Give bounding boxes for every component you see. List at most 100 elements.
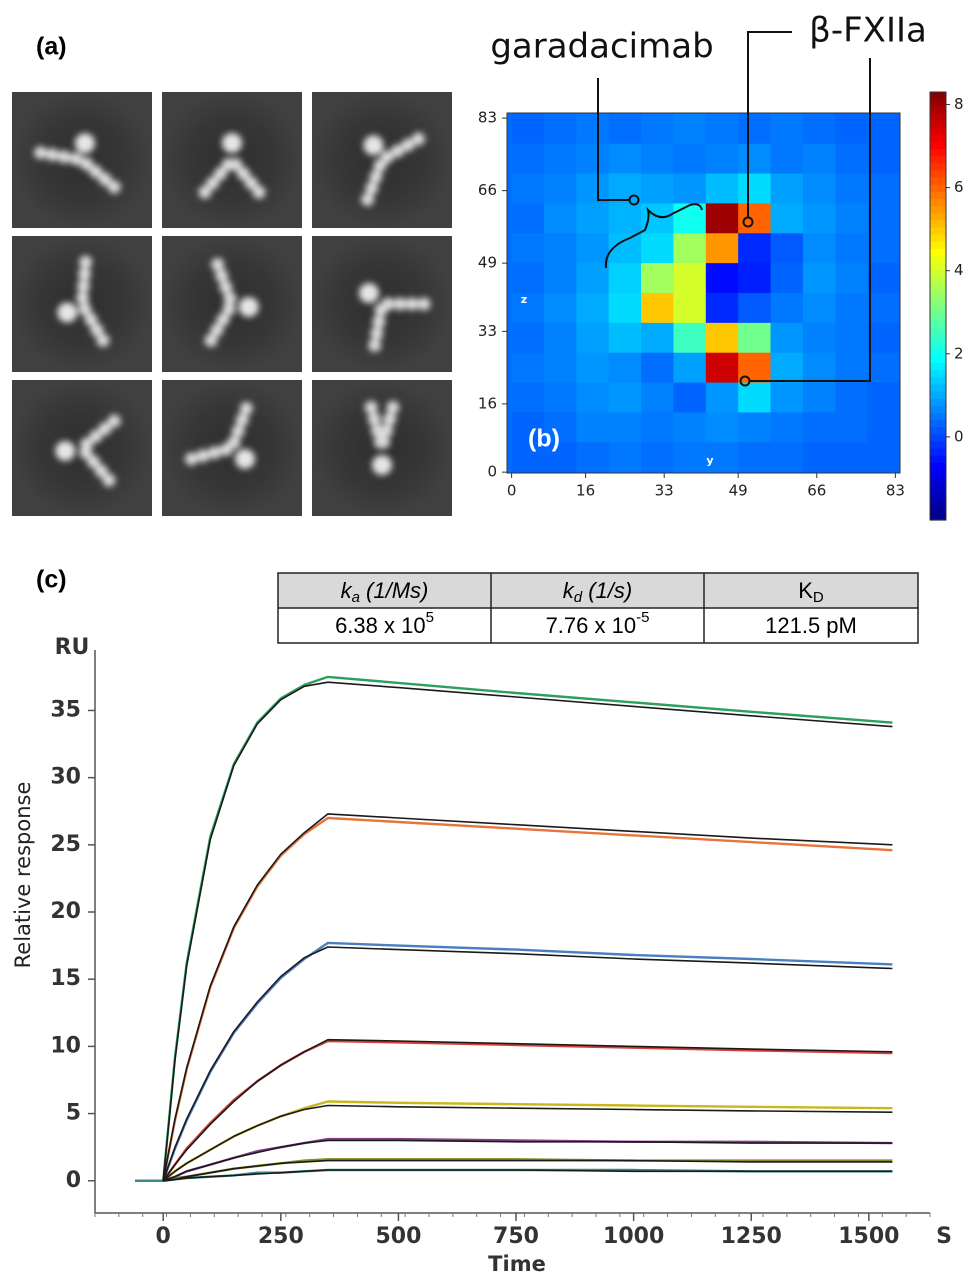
domain (89, 429, 103, 443)
colorbar-step (930, 220, 946, 229)
heatmap-cell (802, 322, 836, 354)
heatmap-cell (770, 233, 804, 264)
colorbar-step (930, 455, 946, 464)
heatmap-cell (835, 412, 869, 443)
heatmap-cell (867, 203, 901, 234)
domain (215, 269, 229, 283)
heatmap-cell (641, 442, 674, 473)
y-unit: RU (55, 635, 90, 660)
heatmap-cell (543, 263, 577, 294)
heatmap-cell (608, 173, 642, 204)
heatmap-cell (511, 382, 545, 413)
heatmap-cell (835, 442, 869, 473)
domain (370, 424, 384, 438)
heatmap-cell (511, 113, 545, 145)
y-tick-label: 5 (66, 1101, 81, 1126)
domain (380, 424, 394, 438)
heatmap-cell (802, 442, 836, 473)
x-tick-label: 1000 (603, 1224, 664, 1249)
sensorgram-line (162, 1104, 893, 1182)
colorbar-step (930, 470, 946, 478)
colorbar-step (930, 113, 946, 122)
heatmap-cell (673, 113, 707, 145)
heatmap-cell (738, 293, 772, 324)
domain (78, 302, 92, 316)
y-tick-label: 66 (478, 181, 497, 199)
sensorgram-line (135, 816, 893, 1182)
heatmap-cell (705, 233, 739, 264)
domain (211, 258, 225, 272)
heatmap-cell (641, 352, 674, 384)
heatmap-cell (867, 233, 901, 264)
heatmap-cell (835, 322, 869, 354)
domain (74, 133, 95, 154)
heatmap-cell (608, 143, 642, 175)
heatmap-cell (835, 382, 869, 413)
heatmap-cell (511, 263, 545, 294)
heatmap-cell (608, 442, 642, 473)
heatmap-cell (867, 442, 901, 473)
table-header-bg (278, 573, 918, 608)
heatmap-cell (673, 233, 707, 264)
heatmap-cell (867, 113, 901, 145)
domain (363, 135, 384, 156)
heatmap-panel: 0 16 33 49 66 83 0 16 33 49 66 83 z y 0 2 4 6 8 garadacimab… (478, 11, 964, 521)
sensorgram-line (163, 1169, 893, 1182)
heatmap-cell (705, 382, 739, 413)
colorbar-step (930, 277, 946, 286)
subscript: d (574, 589, 583, 606)
colorbar-step (930, 441, 946, 450)
heatmap-cell (543, 143, 577, 175)
table-header: KD (798, 578, 824, 606)
particle (57, 255, 110, 347)
domain (80, 157, 94, 171)
superscript: -5 (636, 609, 649, 626)
x-axis-title: Time (488, 1252, 546, 1276)
heatmap-cell (770, 263, 804, 294)
domain (235, 413, 249, 427)
x-tick-label: 500 (375, 1224, 421, 1249)
domain (94, 464, 108, 478)
domain (222, 133, 242, 153)
colorbar-step (930, 355, 946, 364)
symbol: k (341, 578, 353, 603)
domain (216, 313, 230, 327)
domain (79, 446, 93, 460)
unit: (1/s) (582, 578, 632, 603)
leader-dot (628, 194, 640, 206)
heatmap-cell (867, 173, 901, 204)
heatmap-cell (543, 412, 577, 443)
domain (57, 302, 78, 323)
domain (34, 146, 48, 160)
sensorgram-line (162, 1038, 893, 1182)
y-axis-title: Relative response (11, 782, 35, 969)
colorbar-step (930, 370, 946, 378)
heatmap-cell (511, 322, 545, 354)
domain (98, 422, 112, 436)
heatmap-cell (641, 412, 674, 443)
domain (102, 473, 116, 487)
y-tick-label: 16 (478, 394, 497, 412)
heatmap-cell (835, 352, 869, 384)
colorbar-step (930, 134, 946, 143)
domain (239, 402, 253, 416)
particle (361, 132, 425, 206)
domain (96, 333, 110, 347)
colorbar-step (930, 413, 946, 421)
colorbar-step (930, 163, 946, 172)
particle (198, 133, 266, 199)
heatmap-cell (770, 382, 804, 413)
colorbar-step (930, 498, 946, 507)
heatmap-cell (770, 203, 804, 234)
heatmap-cell (770, 412, 804, 443)
axis-label: y (706, 454, 713, 467)
colorbar-step (930, 177, 946, 186)
colorbar-step (930, 106, 946, 114)
heatmap-cell (673, 442, 707, 473)
table-header: kd (1/s) (563, 578, 632, 606)
colorbar-step (930, 248, 946, 257)
colorbar-step (930, 384, 946, 393)
domain (210, 323, 224, 337)
x-tick-label: 66 (807, 482, 826, 500)
colorbar-step (930, 341, 946, 350)
